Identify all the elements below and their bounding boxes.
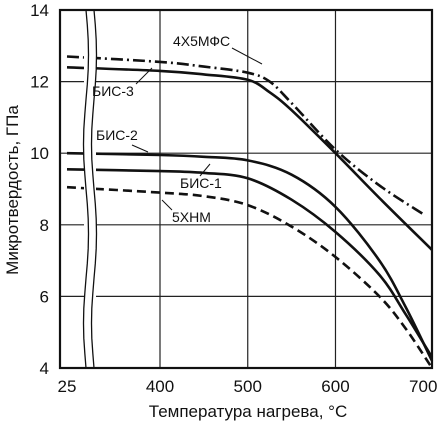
series-label: БИС-2 bbox=[96, 127, 138, 143]
y-tick-label: 8 bbox=[40, 216, 49, 235]
y-tick-label: 4 bbox=[40, 359, 49, 378]
series-label: 4Х5МФС bbox=[173, 33, 230, 49]
axis-break bbox=[82, 9, 98, 369]
x-axis-label: Температура нагрева, °С bbox=[149, 402, 347, 421]
x-tick-label: 400 bbox=[146, 377, 174, 396]
axis-break-line bbox=[82, 9, 90, 369]
series-line-2 bbox=[66, 151, 434, 362]
x-tick-label: 500 bbox=[234, 377, 262, 396]
y-tick-labels: 4 6 8 10 12 14 bbox=[30, 1, 49, 378]
series-label-leader bbox=[199, 163, 211, 177]
series-label-leader bbox=[135, 67, 153, 85]
series-label: БИС-1 bbox=[180, 175, 222, 191]
x-tick-label: 25 bbox=[58, 377, 77, 396]
y-axis-label: Микротвердость, ГПа bbox=[3, 105, 22, 275]
series-label-leader bbox=[161, 199, 173, 211]
series-label: 5ХНМ bbox=[172, 209, 211, 225]
y-tick-label: 10 bbox=[30, 144, 49, 163]
series-label: БИС-3 bbox=[92, 83, 134, 99]
series-group bbox=[66, 55, 434, 369]
x-tick-label: 700 bbox=[409, 377, 437, 396]
series-label-leader bbox=[131, 144, 149, 153]
plot-frame bbox=[58, 8, 434, 370]
series-line-1 bbox=[66, 66, 433, 251]
x-tick-label: 600 bbox=[321, 377, 349, 396]
series-line-0 bbox=[66, 55, 424, 216]
series-label-leader bbox=[231, 47, 263, 65]
axis-break-gap bbox=[84, 10, 96, 368]
series-line-4 bbox=[66, 185, 434, 369]
y-tick-label: 12 bbox=[30, 73, 49, 92]
series-line-3 bbox=[66, 168, 434, 358]
series-labels: 4Х5МФС БИС-3 БИС-2 БИС-1 5ХНМ bbox=[92, 33, 263, 225]
x-tick-labels: 25 400 500 600 700 bbox=[58, 377, 438, 396]
axis-break-line bbox=[90, 9, 98, 369]
y-tick-label: 6 bbox=[40, 287, 49, 306]
y-tick-label: 14 bbox=[30, 1, 49, 20]
